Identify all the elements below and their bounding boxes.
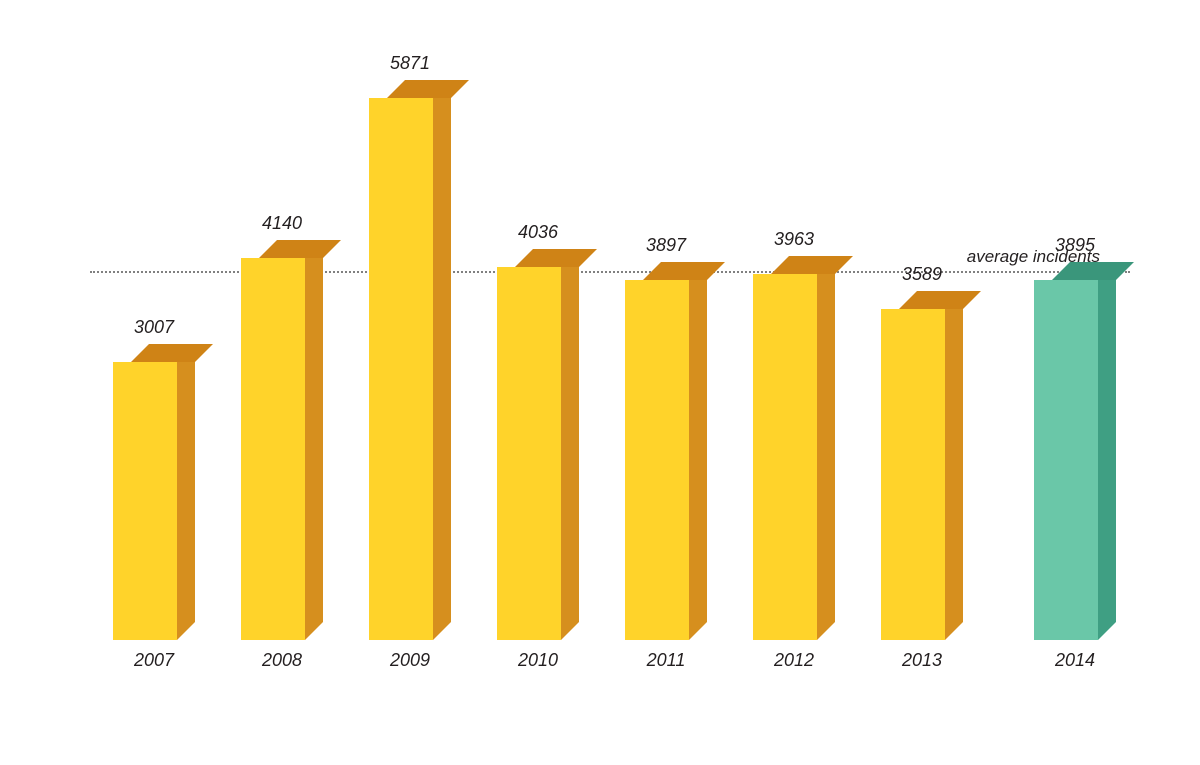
- bar-value-label: 5871: [340, 53, 480, 74]
- bar-value-label: 3897: [596, 235, 736, 256]
- bar-value-label: 4140: [212, 213, 352, 234]
- bar: [369, 80, 451, 640]
- bar-value-label: 3007: [84, 317, 224, 338]
- bar-front: [113, 362, 177, 640]
- bar-top: [643, 262, 725, 280]
- bar-side: [433, 80, 451, 640]
- bar: [497, 249, 579, 640]
- bar-front: [497, 267, 561, 640]
- x-axis-label: 2012: [734, 650, 854, 671]
- bar: [625, 262, 707, 640]
- bar-front: [1034, 280, 1098, 640]
- bar-side: [1098, 262, 1116, 640]
- bar-value-label: 4036: [468, 222, 608, 243]
- x-axis-label: 2013: [862, 650, 982, 671]
- bar-front: [753, 274, 817, 640]
- bar: [881, 291, 963, 640]
- bar-top: [899, 291, 981, 309]
- bar-side: [561, 249, 579, 640]
- bar-side: [305, 240, 323, 640]
- bar-top: [131, 344, 213, 362]
- bar-side: [817, 256, 835, 640]
- x-axis-label: 2010: [478, 650, 598, 671]
- bar-top: [1052, 262, 1134, 280]
- x-axis-label: 2009: [350, 650, 470, 671]
- bar-front: [369, 98, 433, 640]
- bar-value-label: 3963: [724, 229, 864, 250]
- x-axis-label: 2014: [1015, 650, 1135, 671]
- bar-side: [689, 262, 707, 640]
- bar-top: [515, 249, 597, 267]
- x-axis-label: 2011: [606, 650, 726, 671]
- bar: [113, 344, 195, 640]
- bar-top: [387, 80, 469, 98]
- x-axis-label: 2007: [94, 650, 214, 671]
- bar-side: [177, 344, 195, 640]
- bar-front: [625, 280, 689, 640]
- bar: [1034, 262, 1116, 640]
- bar: [753, 256, 835, 640]
- bar-chart: average incidents 3007414058714036389739…: [90, 40, 1130, 680]
- bar: [241, 240, 323, 640]
- bar-front: [241, 258, 305, 640]
- bar-top: [259, 240, 341, 258]
- x-axis-label: 2008: [222, 650, 342, 671]
- bar-value-label: 3895: [1005, 235, 1145, 256]
- plot-area: average incidents 3007414058714036389739…: [90, 40, 1130, 640]
- bar-side: [945, 291, 963, 640]
- bar-front: [881, 309, 945, 640]
- bar-value-label: 3589: [852, 264, 992, 285]
